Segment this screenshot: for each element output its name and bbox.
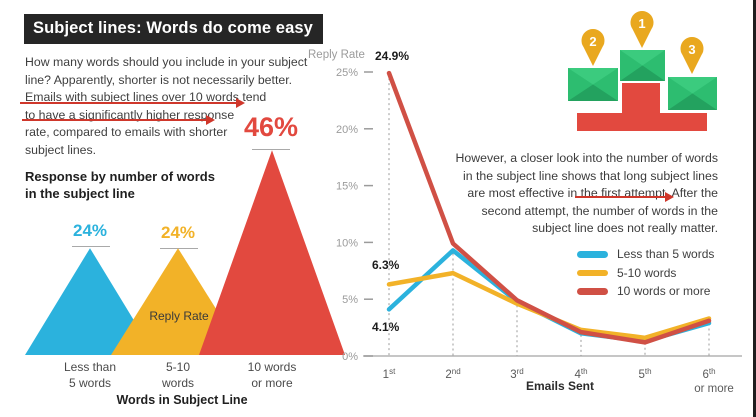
underline-arrow xyxy=(22,115,215,125)
rank-pin-number: 1 xyxy=(638,16,645,31)
tick-line xyxy=(160,248,198,249)
pyramid-triangle xyxy=(199,150,345,355)
insight-line: subject line does not really matter. xyxy=(532,221,718,236)
x-tick-label-extra: or more xyxy=(694,383,734,395)
point-label-cyan-first: 4.1% xyxy=(372,320,400,334)
pyramid-value-label: 24% xyxy=(160,223,196,242)
y-tick-label: 20% xyxy=(336,124,358,136)
x-tick-label: 1st xyxy=(383,367,396,381)
x-tick-label: 2nd xyxy=(445,367,460,381)
intro-line: line? Apparently, shorter is not necessa… xyxy=(25,72,293,87)
line-chart: 0% 5% 10% 15% 20% 25% 1st 2nd 3rd 4th 5th 6th or mor… xyxy=(336,67,742,395)
parcel-rank1 xyxy=(620,50,665,81)
x-tick-label: 5th xyxy=(638,367,651,381)
legend-label: 5-10 words xyxy=(617,265,677,280)
pyramid-x-axis-label: Words in Subject Line xyxy=(116,393,248,407)
parcel-rank2 xyxy=(568,68,618,101)
legend-label: 10 words or more xyxy=(617,284,711,299)
x-tick-label: 6th xyxy=(702,367,715,381)
intro-paragraph: How many words should you include in you… xyxy=(25,54,307,160)
pyramid-inner-label: Reply Rate xyxy=(149,309,209,323)
rank-pin-3: 3 xyxy=(680,37,704,74)
point-label-yellow-first: 6.3% xyxy=(372,258,400,272)
podium-illustration: 2 1 3 xyxy=(568,11,717,131)
tick-line xyxy=(72,246,110,247)
y-tick-label: 0% xyxy=(342,351,358,363)
line-chart-y-axis-label: Reply Rate xyxy=(308,49,365,61)
pyramid-chart-title: Response by number of words in the subje… xyxy=(25,169,215,201)
rank-pin-number: 2 xyxy=(589,34,596,49)
pyramid-category-label: 5-10 words xyxy=(161,360,194,390)
pyramid-chart xyxy=(25,150,345,355)
pyramid-triangle xyxy=(25,248,155,355)
x-tick-label: 3rd xyxy=(510,367,524,381)
intro-line: Emails with subject lines over 10 words … xyxy=(25,90,267,105)
insight-line: However, a closer look into the number o… xyxy=(455,151,718,165)
legend-item: Less than 5 words xyxy=(577,245,714,264)
y-tick-label: 10% xyxy=(336,237,358,249)
legend-swatch xyxy=(577,269,608,276)
y-tick-label: 15% xyxy=(336,181,358,193)
intro-line: subject lines. xyxy=(25,142,97,157)
underline-arrow xyxy=(575,192,674,202)
line-chart-x-axis-label: Emails Sent xyxy=(526,379,594,393)
legend-swatch xyxy=(577,251,608,258)
pyramid-category-label: Less than 5 words xyxy=(63,360,117,390)
series-line-10-words-or-more xyxy=(386,70,712,345)
x-tick-label: 4th xyxy=(574,367,587,381)
pyramid-value-label: 24% xyxy=(72,221,108,240)
arrow-icon xyxy=(665,192,674,202)
legend-item: 10 words or more xyxy=(577,282,714,301)
podium-base xyxy=(577,113,707,131)
legend-swatch xyxy=(577,288,608,295)
tick-line xyxy=(252,149,290,150)
intro-line: to have a significantly higher response xyxy=(25,107,235,122)
parcel-rank3 xyxy=(668,77,717,110)
page-title: Subject lines: Words do come easy xyxy=(24,14,323,44)
y-tick-label: 25% xyxy=(336,67,358,79)
y-tick-label: 5% xyxy=(342,294,358,306)
underline-arrow xyxy=(20,98,245,108)
rank-pin-2: 2 xyxy=(581,29,605,66)
insight-line: in the subject line shows that long subj… xyxy=(463,168,718,183)
point-label-red-first: 24.9% xyxy=(375,49,410,63)
pyramid-category-label: 10 words or more xyxy=(247,360,297,390)
insight-paragraph: However, a closer look into the number o… xyxy=(430,150,718,238)
pyramid-value-label: 46% xyxy=(243,112,299,142)
intro-line: rate, compared to emails with shorter xyxy=(25,125,228,140)
insight-line: are most effective in the first attempt.… xyxy=(467,186,718,201)
intro-line: How many words should you include in you… xyxy=(25,55,308,69)
screenshot-right-edge xyxy=(753,0,756,417)
arrow-icon xyxy=(236,98,245,108)
arrow-icon xyxy=(206,115,215,125)
rank-pin-1: 1 xyxy=(630,11,654,48)
insight-line: second attempt, the number of words in t… xyxy=(481,203,718,218)
legend-item: 5-10 words xyxy=(577,264,714,283)
legend-label: Less than 5 words xyxy=(617,247,715,262)
line-chart-legend: Less than 5 words 5-10 words 10 words or m… xyxy=(577,245,714,301)
rank-pin-number: 3 xyxy=(688,42,695,57)
